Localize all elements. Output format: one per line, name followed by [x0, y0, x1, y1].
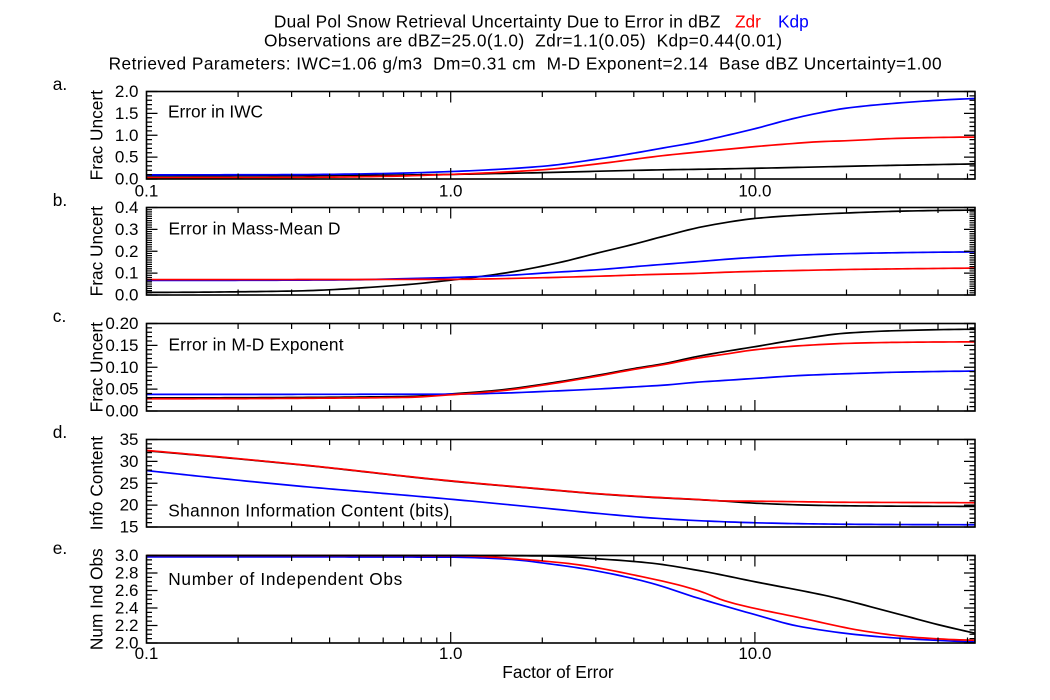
svg-text:0.10: 0.10 [105, 358, 138, 377]
svg-text:15: 15 [120, 518, 139, 537]
svg-text:Frac Uncert: Frac Uncert [87, 206, 107, 296]
svg-text:Dual Pol Snow Retrieval Uncert: Dual Pol Snow Retrieval Uncertainty Due … [274, 11, 721, 31]
svg-text:2.4: 2.4 [115, 599, 139, 618]
svg-text:20: 20 [120, 496, 139, 515]
svg-text:b.: b. [53, 190, 67, 210]
svg-text:1.0: 1.0 [115, 126, 139, 145]
svg-text:Error in Mass-Mean D: Error in Mass-Mean D [169, 219, 341, 239]
svg-text:0.1: 0.1 [115, 264, 139, 283]
svg-text:Shannon Information Content (b: Shannon Information Content (bits) [168, 500, 449, 520]
svg-text:2.6: 2.6 [115, 581, 139, 600]
svg-text:0.0: 0.0 [115, 170, 139, 189]
svg-text:1.0: 1.0 [439, 181, 463, 200]
svg-text:2.0: 2.0 [115, 634, 139, 653]
svg-text:2.8: 2.8 [115, 564, 139, 583]
svg-text:0.3: 0.3 [115, 220, 139, 239]
svg-text:0.4: 0.4 [115, 198, 139, 217]
svg-text:0.1: 0.1 [135, 181, 159, 200]
svg-text:Frac Uncert: Frac Uncert [87, 90, 107, 180]
svg-text:2.0: 2.0 [115, 82, 139, 101]
svg-text:d.: d. [53, 422, 67, 442]
svg-text:c.: c. [53, 306, 66, 326]
svg-text:Frac Uncert: Frac Uncert [87, 322, 107, 412]
svg-text:0.20: 0.20 [105, 314, 138, 333]
svg-text:1.5: 1.5 [115, 104, 139, 123]
svg-text:35: 35 [120, 430, 139, 449]
svg-text:25: 25 [120, 474, 139, 493]
svg-text:2.2: 2.2 [115, 616, 139, 635]
svg-text:0.1: 0.1 [135, 644, 159, 663]
svg-text:Info Content: Info Content [87, 436, 107, 530]
svg-text:0.0: 0.0 [115, 286, 139, 305]
svg-text:Retrieved Parameters: IWC=1.06: Retrieved Parameters: IWC=1.06 g/m3 Dm=0… [109, 54, 942, 74]
svg-text:Num Ind Obs: Num Ind Obs [87, 548, 107, 650]
svg-text:Number of Independent Obs: Number of Independent Obs [168, 569, 402, 589]
svg-text:Kdp: Kdp [778, 11, 809, 31]
svg-text:Factor of Error: Factor of Error [502, 662, 614, 682]
svg-text:a.: a. [53, 74, 67, 94]
svg-text:Zdr: Zdr [735, 11, 761, 31]
svg-text:0.00: 0.00 [105, 402, 138, 421]
svg-text:Error in IWC: Error in IWC [168, 101, 263, 121]
svg-text:1.0: 1.0 [439, 644, 463, 663]
svg-text:3.0: 3.0 [115, 546, 139, 565]
svg-text:Error in M-D Exponent: Error in M-D Exponent [169, 335, 344, 355]
svg-text:0.2: 0.2 [115, 242, 139, 261]
svg-text:10.0: 10.0 [738, 181, 771, 200]
svg-text:30: 30 [120, 452, 139, 471]
svg-text:0.15: 0.15 [105, 336, 138, 355]
svg-text:0.5: 0.5 [115, 148, 139, 167]
svg-text:10.0: 10.0 [738, 644, 771, 663]
svg-text:Observations are dBZ=25.0(1.0): Observations are dBZ=25.0(1.0) Zdr=1.1(0… [264, 30, 782, 50]
svg-text:e.: e. [53, 538, 67, 558]
svg-text:0.05: 0.05 [105, 380, 138, 399]
